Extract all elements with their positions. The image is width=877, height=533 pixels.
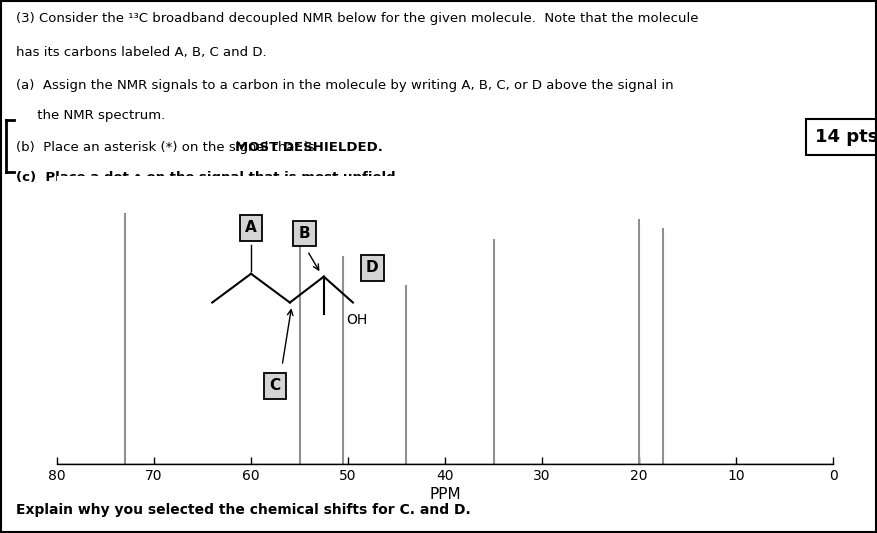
Text: (3) Consider the ¹³C broadband decoupled NMR below for the given molecule.  Note: (3) Consider the ¹³C broadband decoupled… [16, 12, 698, 25]
Text: C: C [270, 378, 281, 393]
X-axis label: PPM: PPM [429, 487, 461, 502]
Text: OH: OH [346, 313, 367, 327]
Text: Explain why you selected the chemical shifts for C. and D.: Explain why you selected the chemical sh… [16, 503, 471, 517]
Text: has its carbons labeled A, B, C and D.: has its carbons labeled A, B, C and D. [16, 46, 267, 59]
Text: D: D [366, 261, 379, 276]
Text: A: A [246, 220, 257, 235]
Text: (a)  Assign the NMR signals to a carbon in the molecule by writing A, B, C, or D: (a) Assign the NMR signals to a carbon i… [16, 79, 674, 92]
Text: MOST DESHIELDED.: MOST DESHIELDED. [235, 141, 383, 154]
Text: B: B [298, 226, 310, 241]
Text: 14 pts: 14 pts [815, 128, 877, 146]
Text: (c)  Place a dot • on the signal that is most upfield.: (c) Place a dot • on the signal that is … [16, 171, 401, 183]
Text: the NMR spectrum.: the NMR spectrum. [16, 109, 165, 122]
Text: (b)  Place an asterisk (*) on the signal that is: (b) Place an asterisk (*) on the signal … [16, 141, 318, 154]
